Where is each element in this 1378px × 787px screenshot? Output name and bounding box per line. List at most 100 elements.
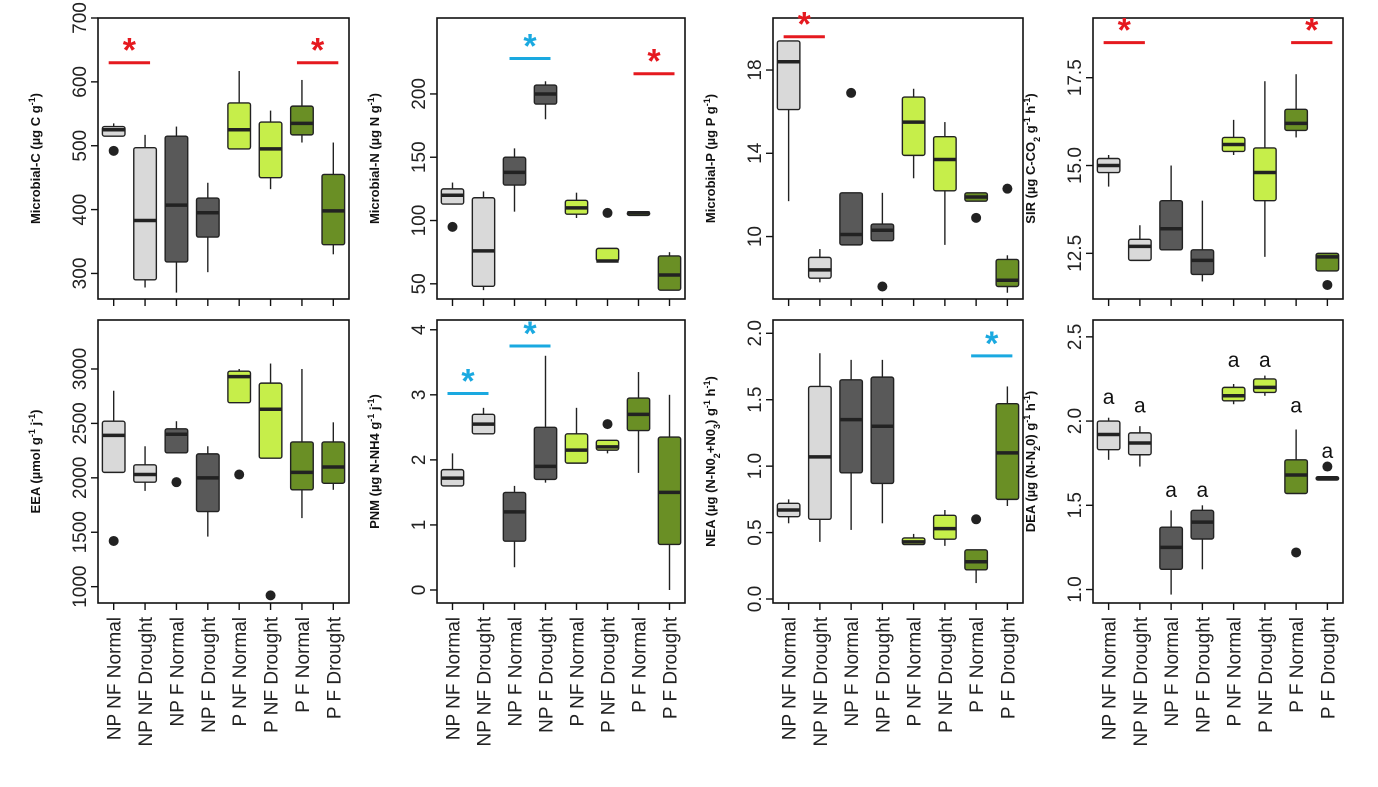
x-tick-label: NP F Normal <box>506 617 527 726</box>
box-iqr <box>870 376 895 485</box>
box-np-nf-normal <box>440 182 465 232</box>
x-tick-label: NP NF Normal <box>780 617 801 740</box>
plot-frame <box>1092 319 1344 604</box>
x-tick-label: P NF Normal <box>905 617 926 726</box>
plot-frame <box>772 17 1024 300</box>
box-np-nf-drought <box>807 353 832 542</box>
outlier-point <box>447 221 458 232</box>
box-p-f-drought <box>1315 461 1340 481</box>
box-p-nf-normal <box>901 533 926 546</box>
group-letter: a <box>1259 349 1271 372</box>
y-tick-label: 1.0 <box>1065 576 1086 602</box>
box-np-f-drought <box>870 359 895 524</box>
y-tick-label: 15.0 <box>1065 147 1086 184</box>
y-tick-label: 1000 <box>70 566 91 608</box>
box-p-nf-drought <box>258 363 283 601</box>
box-iqr <box>839 192 864 246</box>
box-np-f-drought <box>533 355 558 483</box>
significance-star: * <box>1305 12 1319 50</box>
y-tick-label: 2000 <box>70 457 91 499</box>
panel-3: 10 14 18 Microbial-P (µg P g-1) * <box>702 6 1024 306</box>
y-tick-label: 0.5 <box>745 519 766 545</box>
box-iqr <box>164 135 189 263</box>
panel-4: 12.5 15.0 17.5 SIR (µg C-CO2 g-1 h-1) * * <box>1022 12 1344 306</box>
box-p-f-drought <box>657 252 682 291</box>
x-tick-label: P NF Normal <box>568 617 589 726</box>
box-np-nf-drought <box>1127 225 1152 262</box>
box-p-f-drought <box>995 386 1020 507</box>
box-p-f-drought <box>657 394 682 590</box>
plot-frame <box>1092 17 1344 300</box>
box-iqr <box>227 370 252 404</box>
outlier-point <box>108 145 119 156</box>
y-tick-label: 10 <box>745 226 766 247</box>
outlier-point <box>877 281 888 292</box>
box-np-f-normal <box>839 87 864 246</box>
outlier-point <box>1322 461 1333 472</box>
y-tick-label: 600 <box>70 66 91 98</box>
panel-7: 0.0 0.5 1.0 1.5 2.0 NP NF Normal NP NF Drought… <box>702 319 1024 747</box>
significance-star: * <box>123 32 137 70</box>
box-np-nf-drought <box>133 446 158 491</box>
y-axis-label: Microbial-C (µg C g-1) <box>27 93 43 224</box>
y-axis-label: NEA (µg (N-N02+N03) g-1 h-1) <box>702 376 722 547</box>
y-tick-label: 1 <box>409 520 430 531</box>
significance-star: * <box>985 325 999 363</box>
y-tick-label: 2.0 <box>1065 408 1086 434</box>
box-np-f-drought <box>533 81 558 120</box>
box-p-nf-normal <box>227 368 252 480</box>
y-tick-label: 12.5 <box>1065 235 1086 272</box>
group-letter: a <box>1103 386 1115 409</box>
outlier-point <box>1002 183 1013 194</box>
outlier-point <box>602 207 613 218</box>
y-tick-label: 1.5 <box>1065 492 1086 518</box>
box-p-f-normal <box>964 514 989 584</box>
x-tick-label: NP NF Normal <box>444 617 465 740</box>
box-iqr <box>1127 238 1152 262</box>
x-tick-label: P NF Drought <box>1256 616 1277 733</box>
outlier-point <box>971 212 982 223</box>
y-axis-label: EEA (µmol g-1 j-1) <box>27 410 43 514</box>
x-tick-label: NP F Normal <box>1162 617 1183 726</box>
box-np-nf-drought <box>1127 426 1152 467</box>
box-iqr <box>1159 199 1184 251</box>
box-iqr <box>258 382 283 459</box>
box-np-f-drought <box>1190 200 1215 282</box>
box-p-f-normal <box>1284 74 1309 138</box>
box-p-nf-normal <box>564 407 589 464</box>
plot-frame <box>97 319 350 604</box>
box-np-f-normal <box>839 359 864 530</box>
outlier-point <box>602 419 613 430</box>
box-p-f-normal <box>1284 429 1309 558</box>
group-letter: a <box>1290 395 1302 418</box>
x-tick-label: P F Drought <box>998 616 1019 719</box>
box-p-nf-drought <box>932 509 957 546</box>
box-p-f-normal <box>289 368 314 519</box>
box-iqr <box>133 146 158 281</box>
x-tick-label: NP F Drought <box>199 616 220 733</box>
box-iqr <box>164 428 189 454</box>
box-np-f-drought <box>1190 505 1215 570</box>
box-iqr <box>502 491 527 542</box>
x-tick-label: NP NF Drought <box>475 616 496 746</box>
x-tick-label: P F Drought <box>1318 616 1339 719</box>
box-np-nf-drought <box>807 249 832 283</box>
box-iqr <box>1284 108 1309 132</box>
significance-star: * <box>523 28 537 66</box>
box-iqr <box>195 453 220 513</box>
box-np-f-normal <box>502 148 527 212</box>
box-iqr <box>995 258 1020 288</box>
outlier-point <box>971 514 982 525</box>
y-axis-label: DEA (µg (N-N20) g-1 h-1) <box>1022 391 1042 532</box>
box-np-nf-normal <box>101 123 126 156</box>
y-tick-label: 100 <box>409 205 430 237</box>
y-tick-label: 3000 <box>70 348 91 390</box>
box-np-f-drought <box>195 182 220 273</box>
y-tick-label: 14 <box>745 142 766 164</box>
y-tick-label: 700 <box>70 2 91 34</box>
x-tick-label: NP NF Drought <box>136 616 157 746</box>
box-iqr <box>227 102 252 150</box>
outlier-point <box>265 590 276 601</box>
box-iqr <box>101 420 126 474</box>
